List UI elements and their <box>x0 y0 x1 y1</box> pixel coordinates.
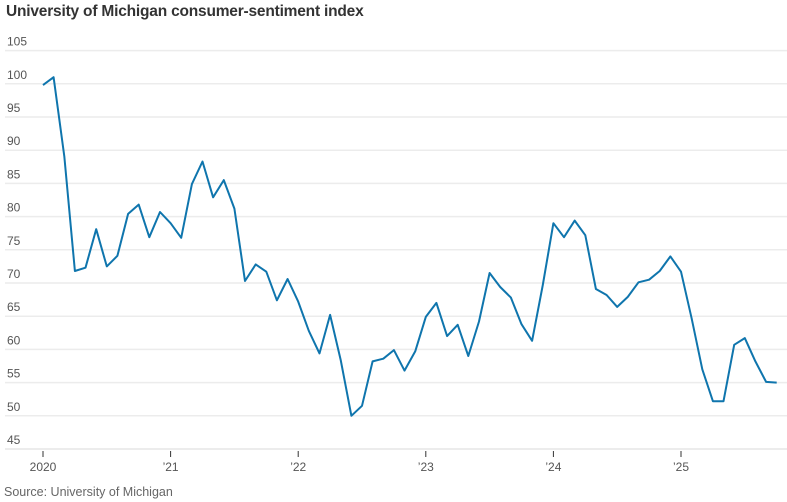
y-tick-label: 80 <box>7 201 21 215</box>
y-tick-label: 85 <box>7 167 21 181</box>
y-tick-label: 100 <box>7 68 27 82</box>
y-tick-label: 70 <box>7 267 21 281</box>
y-tick-label: 45 <box>7 433 21 447</box>
x-tick-label: ’24 <box>545 460 561 474</box>
y-tick-label: 75 <box>7 234 21 248</box>
y-tick-label: 60 <box>7 333 21 347</box>
y-tick-label: 55 <box>7 367 21 381</box>
x-tick-label: ’23 <box>418 460 434 474</box>
y-tick-label: 65 <box>7 300 21 314</box>
chart-title: University of Michigan consumer-sentimen… <box>6 3 364 20</box>
y-tick-label: 90 <box>7 134 21 148</box>
y-tick-label: 105 <box>7 35 27 49</box>
y-tick-label: 50 <box>7 400 21 414</box>
x-tick-label: ’25 <box>673 460 689 474</box>
x-tick-label: ’21 <box>163 460 179 474</box>
x-tick-label: ’22 <box>290 460 306 474</box>
sentiment-line <box>42 76 777 417</box>
source-note: Source: University of Michigan <box>4 485 173 499</box>
x-tick-label: 2020 <box>30 460 57 474</box>
y-tick-label: 95 <box>7 101 21 115</box>
